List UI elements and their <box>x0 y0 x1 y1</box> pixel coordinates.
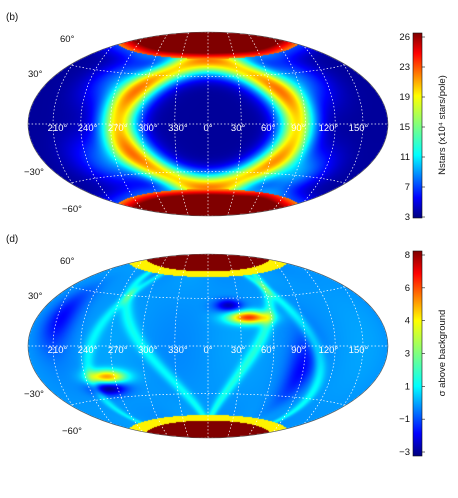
panel-b-outline <box>27 31 389 217</box>
parallel-line <box>52 393 364 412</box>
latitude-label: −30° <box>24 167 44 178</box>
parallel-line <box>52 171 364 190</box>
latitude-label: 60° <box>60 256 75 267</box>
parallel-line <box>117 215 299 216</box>
longitude-label: 240° <box>78 123 98 134</box>
longitude-label: 60° <box>261 123 276 134</box>
colorbar-tick-label: −1 <box>399 414 410 425</box>
longitude-label: 30° <box>231 345 246 356</box>
longitude-label: 120° <box>319 123 339 134</box>
parallel-line <box>52 280 364 299</box>
longitude-label: 0° <box>203 345 212 356</box>
panel-b-label: (b) <box>6 12 18 23</box>
colorbar-tick-label: 11 <box>400 152 410 163</box>
panel-b-colorbar-ticks: 26 23 19 15 11 7 3 <box>399 32 425 223</box>
latitude-label: −30° <box>24 389 44 400</box>
longitude-label: 0° <box>203 123 212 134</box>
panel-d-colorbar-gradient <box>412 250 423 457</box>
panel-b-longitude-labels: 210° 240° 270° 300° 330° 0° 30° 60° 90° 120° 150° <box>48 123 369 134</box>
colorbar-tick-label: 8 <box>405 250 410 261</box>
panel-b: (b) 210° 240° 270° 300° 330° 0° 30° 60° 90° 120° 1… <box>6 12 389 217</box>
latitude-label: 30° <box>28 69 43 80</box>
colorbar-tick-label: 7 <box>405 182 410 193</box>
colorbar-tick-label: 3 <box>405 212 410 223</box>
longitude-label: 30° <box>231 123 246 134</box>
latitude-label: 60° <box>60 34 75 45</box>
colorbar-tick-label: 6 <box>405 283 410 294</box>
panel-b-colorbar-gradient <box>412 32 423 219</box>
latitude-label: 30° <box>28 291 43 302</box>
longitude-label: 270° <box>108 123 128 134</box>
parallel-line <box>117 32 299 33</box>
longitude-label: 90° <box>291 345 306 356</box>
longitude-label: 300° <box>138 123 158 134</box>
panel-d-colorbar-title: σ above background <box>437 310 448 397</box>
longitude-label: 90° <box>291 123 306 134</box>
longitude-label: 330° <box>168 345 188 356</box>
longitude-label: 60° <box>261 345 276 356</box>
panel-b-colorbar: 26 23 19 15 11 7 3 Nstars (x10⁴ stars/pole) <box>399 32 448 223</box>
parallel-line <box>117 437 299 438</box>
meridian-line <box>207 32 336 216</box>
colorbar-tick-label: −3 <box>399 447 410 458</box>
latitude-label: −60° <box>62 426 82 437</box>
panel-d-colorbar: 8 6 4 3 1 −1 −3 σ above background <box>399 250 448 458</box>
longitude-label: 300° <box>138 345 158 356</box>
meridian-line <box>207 254 364 438</box>
colorbar-tick-label: 19 <box>399 92 410 103</box>
colorbar-tick-label: 1 <box>405 381 410 392</box>
panel-d-outline <box>27 253 389 439</box>
meridian-line <box>207 32 364 216</box>
colorbar-tick-label: 23 <box>399 62 410 73</box>
colorbar-tick-label: 4 <box>405 316 410 327</box>
longitude-label: 210° <box>48 345 68 356</box>
panel-b-latitude-labels: 60° 30° −30° −60° <box>24 34 82 215</box>
colorbar-tick-label: 3 <box>405 349 410 360</box>
panel-d-longitude-labels: 210° 240° 270° 300° 330° 0° 30° 60° 90° 120° 150° <box>48 345 369 356</box>
panel-d-latitude-labels: 60° 30° −30° −60° <box>24 256 82 437</box>
colorbar-tick-label: 15 <box>399 122 410 133</box>
longitude-label: 150° <box>349 345 369 356</box>
latitude-label: −60° <box>62 204 82 215</box>
longitude-label: 240° <box>78 345 98 356</box>
longitude-label: 210° <box>48 123 68 134</box>
meridian-line <box>207 254 336 438</box>
panel-d: (d) 210° 240° 270° 300° 330° 0° 30° 60° 90° 120° 1… <box>6 234 389 439</box>
colorbar-tick-label: 26 <box>399 32 410 43</box>
panel-d-label: (d) <box>6 234 18 245</box>
longitude-label: 270° <box>108 345 128 356</box>
panel-b-colorbar-title: Nstars (x10⁴ stars/pole) <box>437 75 448 175</box>
longitude-label: 120° <box>319 345 339 356</box>
parallel-line <box>52 58 364 77</box>
panel-d-colorbar-ticks: 8 6 4 3 1 −1 −3 <box>399 250 425 458</box>
longitude-label: 330° <box>168 123 188 134</box>
longitude-label: 150° <box>349 123 369 134</box>
parallel-line <box>117 254 299 255</box>
